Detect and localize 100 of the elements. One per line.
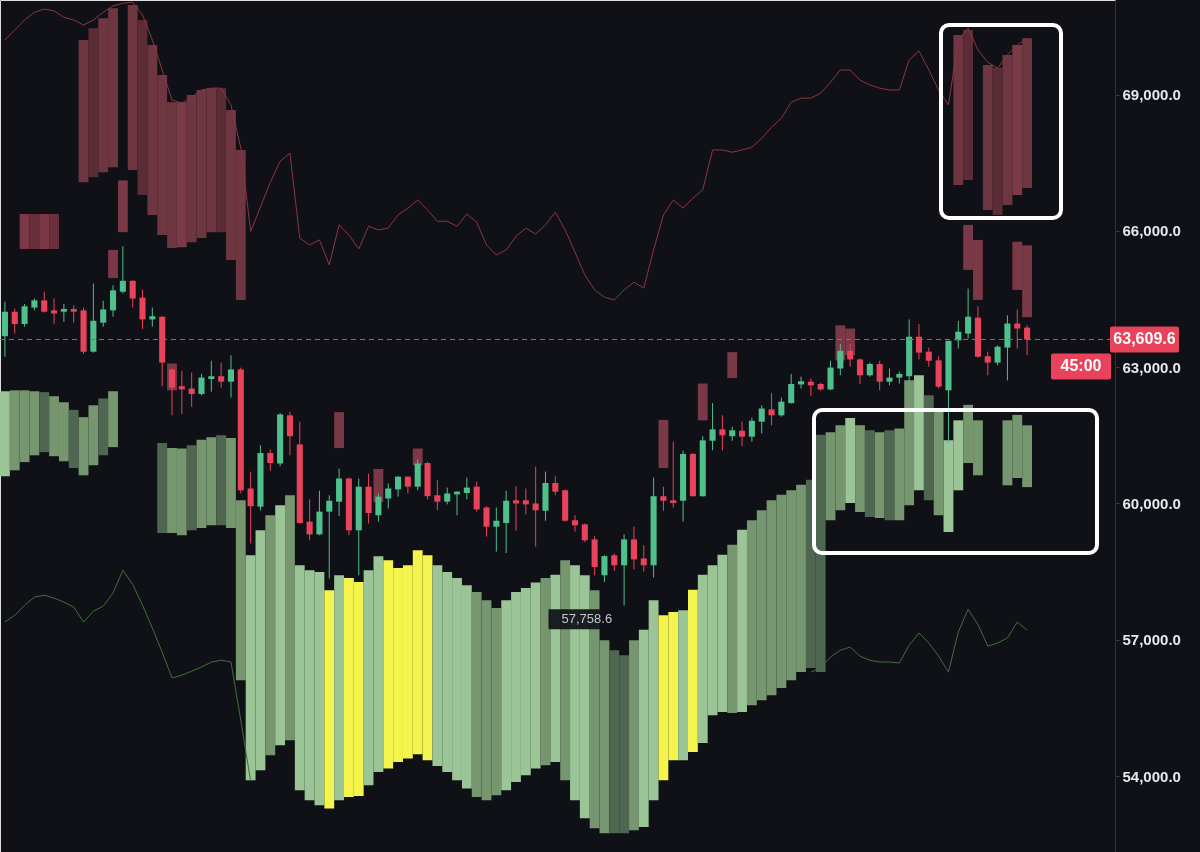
bar: [39, 214, 50, 250]
candlestick: [11, 308, 18, 335]
bar: [108, 391, 118, 448]
candlestick: [463, 477, 470, 500]
candlestick: [630, 526, 637, 570]
bar: [0, 391, 10, 477]
bar: [874, 432, 885, 519]
candlestick: [41, 291, 48, 314]
bar: [933, 410, 944, 516]
ref-line-label: 63,609.6: [1113, 330, 1176, 348]
candlestick: [512, 485, 520, 532]
candlestick: [709, 402, 716, 451]
y-tick-label: 54,000.0: [1122, 767, 1181, 785]
candlestick: [178, 370, 185, 415]
y-tick-label: 69,000.0: [1122, 86, 1181, 104]
candlestick: [316, 490, 323, 536]
bar: [727, 544, 738, 713]
bar: [216, 435, 227, 526]
candlestick: [522, 487, 529, 515]
candlestick: [994, 344, 1001, 366]
y-tick-label: 63,000.0: [1122, 358, 1181, 376]
candlestick: [208, 360, 215, 393]
candlestick: [60, 303, 67, 323]
line-series: [4, 1, 1028, 301]
bar: [629, 640, 639, 831]
candlestick: [778, 397, 785, 418]
bar: [727, 352, 738, 379]
candlestick: [856, 358, 864, 385]
bar: [108, 249, 118, 279]
bar: [658, 419, 669, 469]
candlestick: [109, 284, 117, 318]
candlestick: [267, 448, 274, 472]
bar: [78, 39, 89, 183]
bar: [137, 19, 148, 195]
candlestick: [660, 486, 667, 512]
bar: [334, 412, 344, 449]
bar: [992, 67, 1003, 215]
bar: [127, 5, 138, 170]
candlestick: [227, 354, 235, 399]
candlestick: [336, 467, 343, 517]
candlestick: [139, 288, 146, 330]
candlestick: [149, 307, 156, 328]
bar: [737, 529, 747, 713]
bar: [914, 375, 924, 491]
candlestick: [434, 479, 441, 511]
bar: [39, 392, 50, 453]
bar: [953, 34, 964, 185]
candlestick: [493, 507, 500, 553]
candlestick: [788, 373, 795, 405]
candlestick: [758, 404, 765, 434]
candlestick: [129, 279, 136, 309]
bar: [923, 395, 934, 501]
bar: [884, 430, 895, 521]
candlestick: [51, 298, 58, 325]
candlestick: [326, 494, 333, 579]
bar: [19, 214, 30, 250]
candlestick: [925, 347, 932, 368]
candlestick: [748, 417, 755, 443]
bar: [117, 180, 128, 233]
candlestick: [188, 372, 195, 408]
bar: [68, 409, 79, 469]
bar: [285, 495, 295, 741]
bar: [845, 418, 856, 504]
candlestick: [552, 475, 559, 496]
candlestick: [797, 376, 805, 390]
candlestick: [827, 360, 834, 391]
bar: [963, 29, 974, 180]
bar: [982, 64, 993, 210]
bar: [157, 443, 168, 534]
candlestick: [719, 414, 726, 451]
candlestick: [119, 245, 126, 295]
bar: [864, 430, 875, 518]
candlestick: [601, 554, 608, 583]
candlestick: [395, 475, 402, 498]
candlestick: [984, 351, 991, 376]
candlestick: [503, 490, 510, 554]
candlestick: [532, 466, 539, 548]
bar: [275, 505, 286, 746]
candlestick: [21, 303, 28, 328]
bar: [29, 214, 40, 250]
bar: [855, 425, 865, 513]
candlestick: [768, 392, 775, 426]
y-tick-label: 60,000.0: [1122, 494, 1181, 512]
candlestick: [571, 514, 579, 533]
annotation: 57,758.6: [561, 611, 613, 627]
candlestick: [247, 471, 254, 544]
bar: [186, 445, 197, 531]
candlestick: [483, 505, 490, 538]
candlestick: [581, 522, 588, 543]
candlestick: [670, 441, 677, 509]
bar: [688, 589, 698, 753]
bar: [49, 214, 59, 250]
candlestick: [218, 362, 225, 389]
candlestick: [100, 300, 107, 328]
text: 45:00: [1060, 357, 1102, 375]
bar: [98, 398, 109, 456]
candlestick: [385, 482, 392, 509]
candlestick: [286, 411, 293, 456]
candlestick: [640, 544, 647, 573]
bar: [334, 575, 344, 801]
